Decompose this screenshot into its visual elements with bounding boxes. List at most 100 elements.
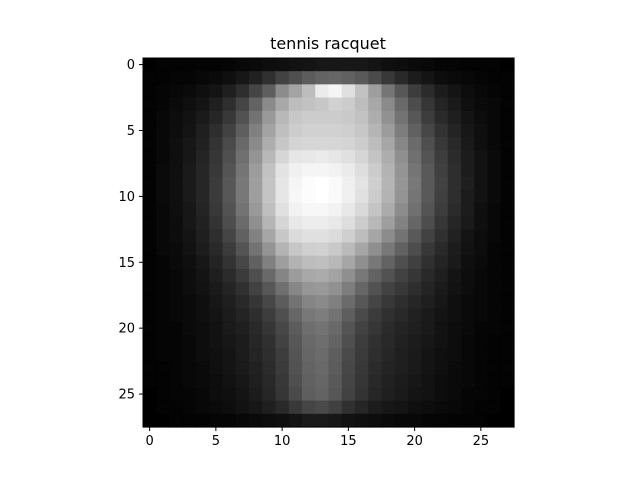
heatmap-cell [249,242,263,257]
heatmap-cell [143,216,157,230]
heatmap-cell [249,189,263,204]
heatmap-cell [235,334,250,349]
heatmap-cell [249,255,263,270]
heatmap-cell [288,216,303,230]
heatmap-cell [196,150,210,165]
heatmap-cell [262,163,277,178]
heatmap-cell [421,137,436,151]
heatmap-cell [315,255,330,270]
heatmap-cell [461,361,475,375]
heatmap-cell [288,176,303,191]
heatmap-cell [434,71,449,85]
heatmap-cell [196,308,210,323]
heatmap-cell [394,110,409,125]
heatmap-cell [275,58,290,72]
heatmap-cell [262,123,277,138]
heatmap-cell [249,308,263,323]
heatmap-cell [182,361,197,375]
heatmap-cell [461,387,475,402]
heatmap-cell [341,413,356,428]
heatmap-cell [222,189,237,204]
heatmap-cell [235,400,250,415]
heatmap-cell [434,97,449,112]
x-tick-label: 20 [406,434,423,449]
heatmap-cell [368,268,383,283]
heatmap-cell [235,374,250,389]
heatmap-cell [408,308,422,323]
heatmap-cell [275,321,290,336]
heatmap-cell [408,229,422,244]
heatmap-cell [434,176,449,191]
heatmap-cell [328,189,343,204]
y-tick-label: 25 [118,388,135,403]
heatmap-cell [249,347,263,362]
heatmap-cell [222,97,237,112]
heatmap-cell [474,282,489,296]
heatmap-cell [196,400,210,415]
heatmap-cell [209,413,224,428]
heatmap-cell [487,282,502,296]
heatmap-cell [156,97,171,112]
heatmap-cell [474,176,489,191]
heatmap-cell [275,123,290,138]
heatmap-cell [355,123,369,138]
heatmap-cell [302,242,316,257]
heatmap-cell [421,400,436,415]
x-tick-label: 10 [274,434,291,449]
heatmap-cell [381,229,396,244]
heatmap-cell [196,123,210,138]
heatmap-cell [421,282,436,296]
heatmap-cell [156,123,171,138]
heatmap-cell [408,255,422,270]
heatmap-cell [421,374,436,389]
heatmap-cell [235,150,250,165]
heatmap-cell [156,295,171,309]
heatmap-cell [262,282,277,296]
heatmap-cell [394,282,409,296]
heatmap-cell [355,321,369,336]
heatmap-cell [182,176,197,191]
heatmap-cell [408,163,422,178]
heatmap-cell [474,123,489,138]
heatmap-cell [434,137,449,151]
heatmap-cell [447,242,462,257]
heatmap-cell [275,295,290,309]
heatmap-cell [461,308,475,323]
heatmap-cell [474,321,489,336]
heatmap-cell [487,295,502,309]
heatmap-cell [487,361,502,375]
heatmap-cell [222,295,237,309]
heatmap-cell [461,229,475,244]
heatmap-cell [222,255,237,270]
heatmap-cell [209,242,224,257]
heatmap-cell [381,97,396,112]
heatmap-cell [381,282,396,296]
heatmap-cell [355,242,369,257]
heatmap-cell [182,163,197,178]
heatmap-cell [341,229,356,244]
heatmap-cell [288,321,303,336]
heatmap-cell [500,137,515,151]
heatmap-cell [222,334,237,349]
heatmap-cell [288,282,303,296]
heatmap-cell [169,97,184,112]
heatmap-cell [408,58,422,72]
heatmap-cell [315,216,330,230]
heatmap-cell [328,334,343,349]
heatmap-cell [394,189,409,204]
heatmap-cell [315,189,330,204]
heatmap-cell [275,176,290,191]
heatmap-cell [235,255,250,270]
heatmap-cell [461,321,475,336]
heatmap-cell [408,71,422,85]
heatmap-cell [341,202,356,217]
heatmap-cell [288,268,303,283]
heatmap-cell [487,387,502,402]
heatmap-cell [341,71,356,85]
heatmap-cell [487,400,502,415]
heatmap-cell [368,242,383,257]
heatmap-cell [368,97,383,112]
heatmap-cell [500,84,515,99]
heatmap-cell [421,110,436,125]
heatmap-cell [328,255,343,270]
